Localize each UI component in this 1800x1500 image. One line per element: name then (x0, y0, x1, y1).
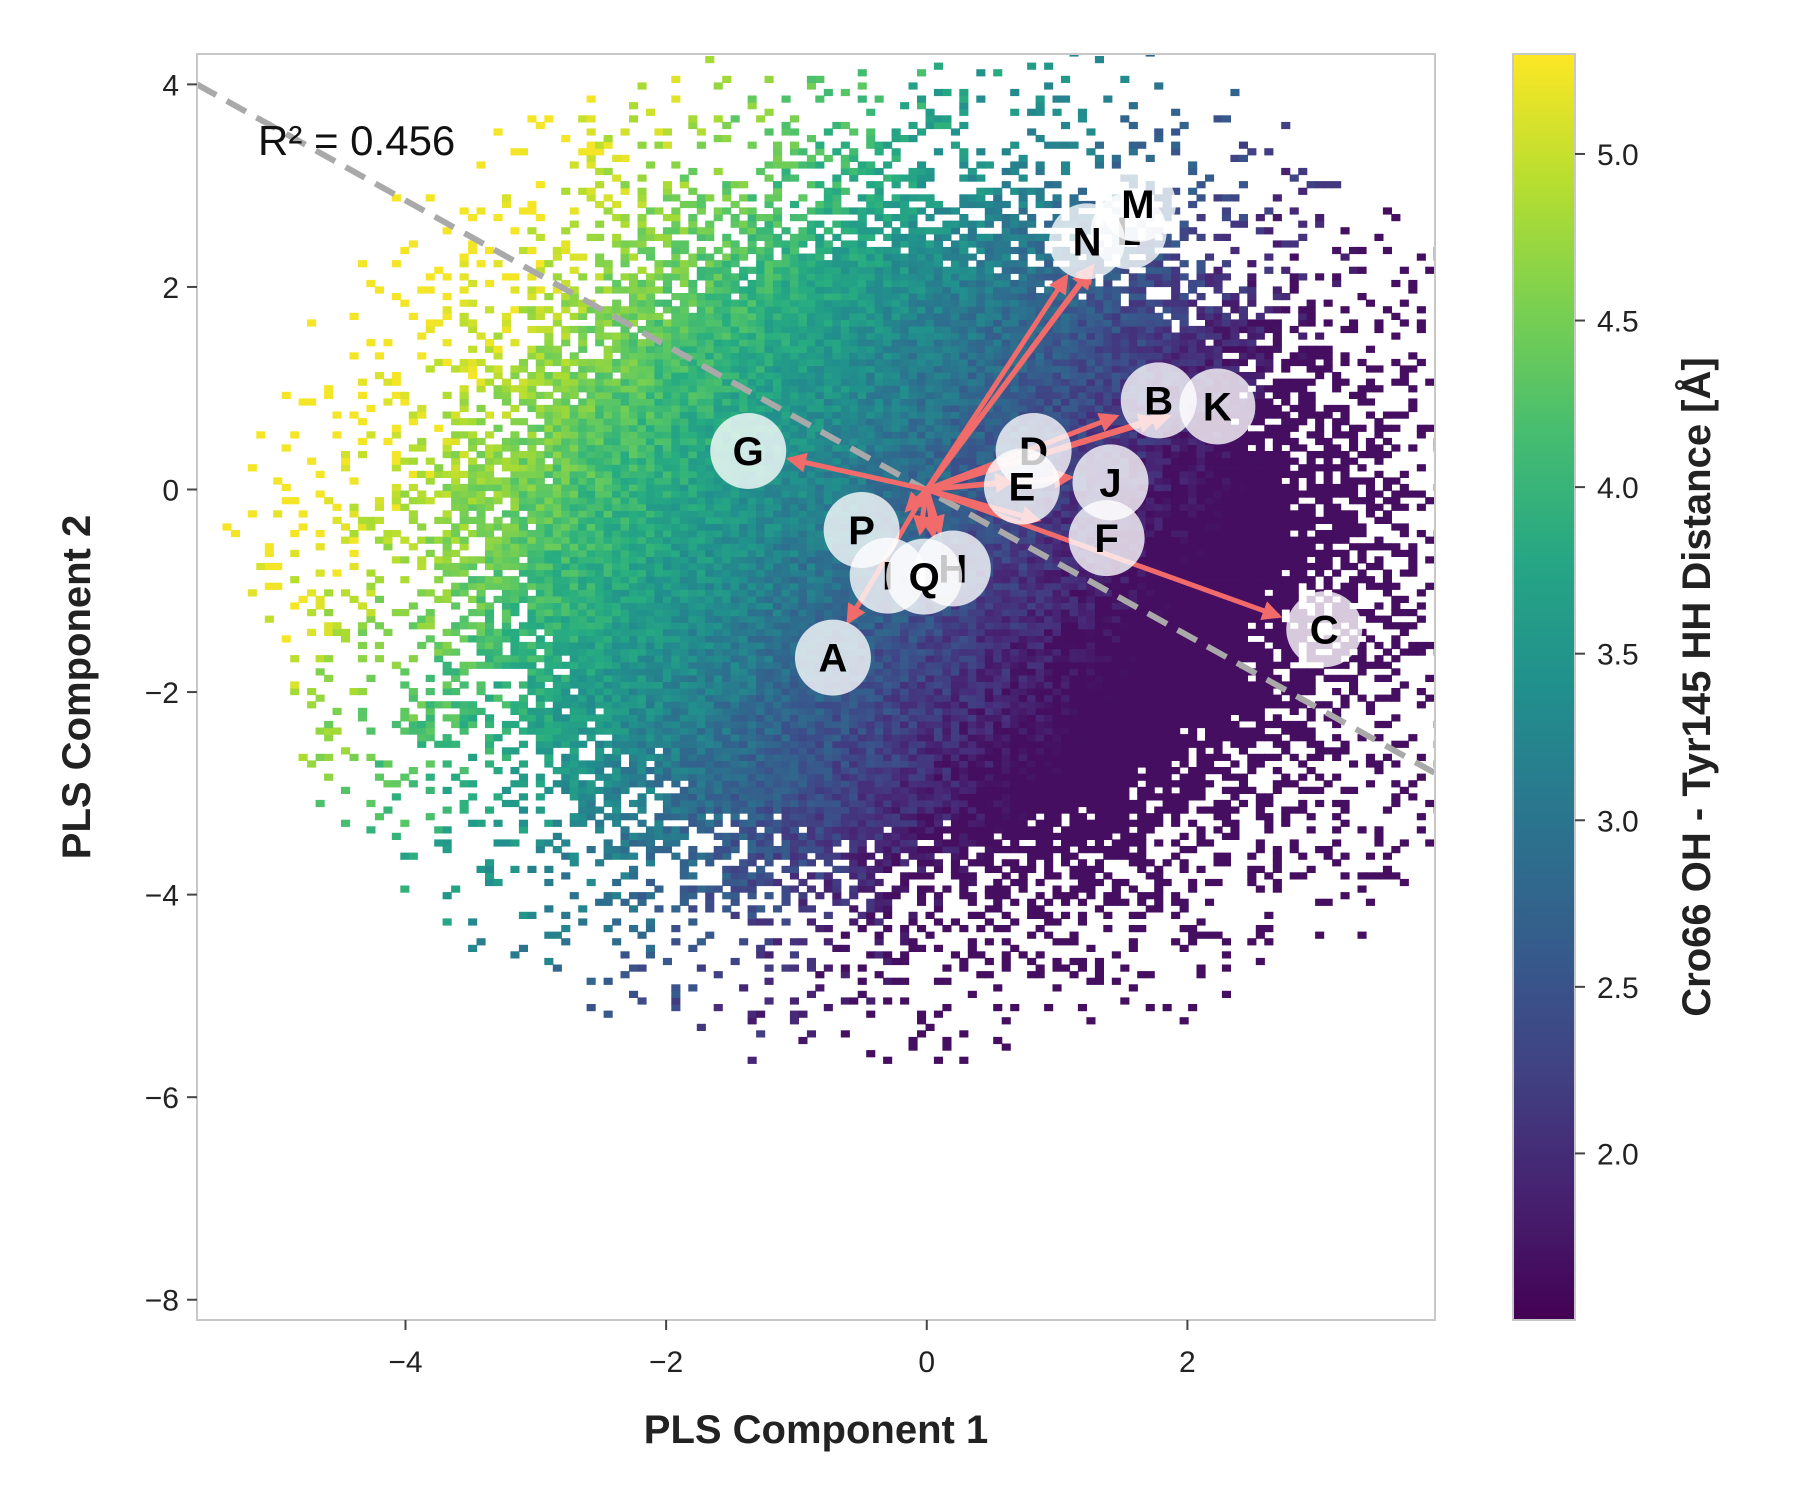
x-axis-ticks: −4 −2 0 2 (388, 1320, 1196, 1379)
y-tick-label: 0 (162, 475, 179, 508)
loading-arrow-n (924, 273, 1069, 491)
y-tick-label: −6 (145, 1082, 179, 1115)
x-tick-label: 2 (1179, 1346, 1196, 1379)
loading-label-p: P (823, 492, 900, 569)
loading-arrow-m (924, 263, 1095, 491)
loading-labels: ABCDEFGHIJKLMNPQ (710, 165, 1363, 696)
y-axis-title: PLS Component 2 (55, 515, 99, 859)
colorbar: 2.0 2.5 3.0 3.5 4.0 4.5 5.0 Cro66 OH - Tyr145 … (1512, 53, 1719, 1321)
loading-arrow-q (921, 489, 941, 540)
loading-label-f: F (1068, 500, 1145, 577)
x-tick-label: 0 (918, 1346, 935, 1379)
r-squared-annotation: R² = 0.456 (258, 117, 455, 164)
loading-label-j: J (1072, 444, 1149, 521)
colorbar-tick-label: 3.0 (1597, 805, 1639, 838)
loading-label-e: E (983, 448, 1060, 525)
plot-area: ABCDEFGHIJKLMNPQ (196, 53, 1436, 1321)
x-tick-label: −4 (388, 1346, 422, 1379)
loading-label-a: A (794, 619, 871, 696)
loading-label-b: B (1120, 362, 1197, 439)
y-tick-label: −4 (145, 880, 179, 913)
loading-label-c: C (1286, 591, 1363, 668)
loading-arrow-g (786, 452, 928, 492)
colorbar-tick-label: 5.0 (1597, 139, 1639, 172)
colorbar-tick-label: 4.0 (1597, 472, 1639, 505)
y-tick-label: 2 (162, 272, 179, 305)
y-tick-label: −8 (145, 1285, 179, 1318)
loading-label-k: K (1179, 368, 1256, 445)
colorbar-ticks: 2.0 2.5 3.0 3.5 4.0 4.5 5.0 (1575, 139, 1639, 1171)
colorbar-tick-label: 4.5 (1597, 306, 1639, 339)
loading-arrow-p (904, 487, 929, 513)
y-axis-ticks: 4 2 0 −2 −4 −6 −8 (145, 69, 197, 1318)
y-tick-label: 4 (162, 69, 179, 102)
loading-label-n: N (1049, 203, 1126, 280)
x-axis-title: PLS Component 1 (644, 1408, 988, 1452)
colorbar-title: Cro66 OH - Tyr145 HH Distance [Å] (1674, 357, 1719, 1016)
colorbar-gradient (1512, 53, 1576, 1321)
colorbar-tick-label: 3.5 (1597, 639, 1639, 672)
colorbar-tick-label: 2.5 (1597, 972, 1639, 1005)
density-heatmap (222, 54, 1435, 1064)
plot-frame (196, 53, 1436, 1321)
x-tick-label: −2 (649, 1346, 683, 1379)
y-tick-label: −2 (145, 677, 179, 710)
colorbar-tick-label: 2.0 (1597, 1138, 1639, 1171)
loading-label-g: G (710, 413, 787, 490)
loading-label-q: Q (886, 538, 963, 615)
